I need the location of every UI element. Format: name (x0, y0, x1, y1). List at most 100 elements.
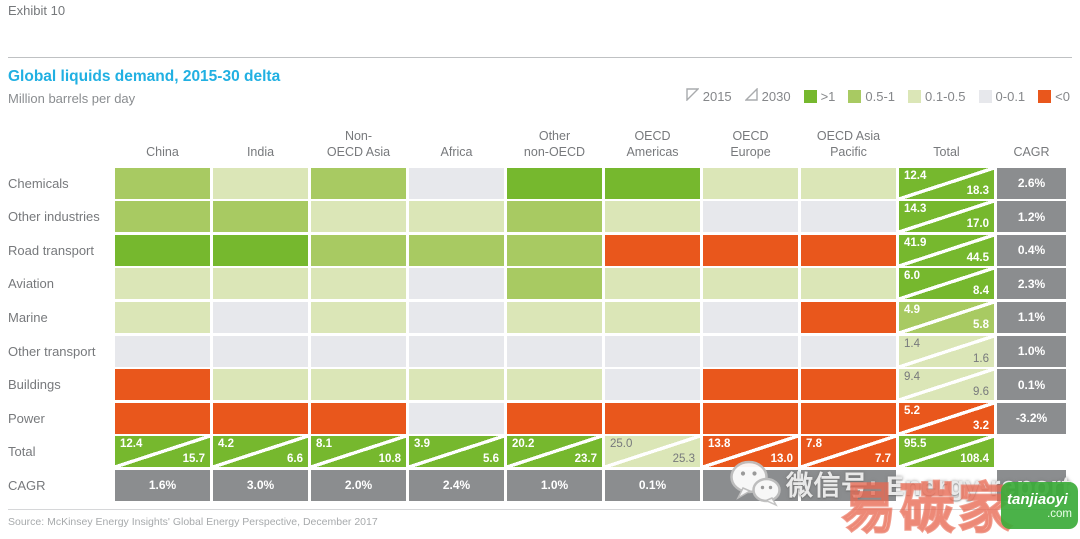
heatmap-cell (801, 369, 896, 401)
heatmap-grid: China India Non- OECD Asia Africa Other non-… (8, 122, 1066, 501)
heatmap-cell (213, 335, 308, 367)
bottom-divider (8, 509, 1072, 510)
column-cagr-cell: 1.6% (115, 469, 210, 501)
value-2015: 14.3 (904, 203, 927, 216)
empty-cell (997, 436, 1066, 467)
value-2015: 9.4 (904, 371, 920, 384)
heatmap-cell (213, 201, 308, 233)
legend-color-chip (978, 89, 992, 103)
legend-color-chip (803, 89, 817, 103)
heatmap-cell (507, 268, 602, 300)
legend-item: 2030 (743, 87, 791, 104)
value-2030: 9.6 (973, 386, 989, 399)
column-total-cell: 95.5 108.4 (899, 436, 994, 468)
exhibit-label: Exhibit 10 (8, 3, 66, 18)
header-spacer (8, 122, 112, 165)
value-2030: 7.7 (875, 453, 891, 466)
value-2030: 13.0 (770, 453, 793, 466)
heatmap-cell (605, 402, 700, 434)
column-total-cell: 12.4 15.7 (115, 436, 210, 468)
heatmap-cell (703, 167, 798, 199)
legend-item-label: 0-0.1 (995, 88, 1026, 104)
value-2015: 4.9 (904, 303, 920, 316)
heatmap-cell (703, 301, 798, 333)
chart-subtitle: Million barrels per day (8, 91, 136, 106)
legend-item: 2015 (686, 88, 732, 104)
heatmap-cell (507, 301, 602, 333)
column-header: OECD Americas (626, 128, 679, 159)
row-label: Marine (8, 309, 48, 325)
column-cagr-cell: 2.4% (409, 469, 504, 501)
row-total-cell: 41.9 44.5 (899, 234, 994, 266)
heatmap-cell (801, 335, 896, 367)
heatmap-cell (115, 234, 210, 266)
heatmap-cell (605, 201, 700, 233)
heatmap-cell (605, 301, 700, 333)
column-header: China (146, 144, 179, 159)
column-total-cell: 20.2 23.7 (507, 436, 602, 468)
heatmap-cell (213, 369, 308, 401)
site-badge: tanjiaoyi .com (1001, 482, 1078, 529)
column-header: Total (933, 144, 960, 159)
heatmap-cell (115, 369, 210, 401)
row-total-cell: 14.3 17.0 (899, 201, 994, 233)
value-2030: 5.8 (973, 318, 989, 331)
column-cagr-cell: 2.0% (311, 469, 406, 501)
wechat-icon (728, 458, 782, 513)
heatmap-cell (703, 402, 798, 434)
value-2015: 13.8 (708, 438, 731, 451)
legend-item-label: >1 (820, 88, 836, 104)
row-total-cell: 6.0 8.4 (899, 268, 994, 300)
column-cagr-cell: 0.1% (605, 469, 700, 501)
value-2030: 15.7 (182, 453, 205, 466)
triangle-upper-left-icon (686, 88, 700, 104)
value-2015: 41.9 (904, 236, 927, 249)
heatmap-cell (115, 167, 210, 199)
column-total-cell: 3.9 5.6 (409, 436, 504, 468)
value-2015: 7.8 (806, 438, 822, 451)
heatmap-cell (213, 268, 308, 300)
heatmap-cell (605, 268, 700, 300)
legend-color-chip (908, 89, 922, 103)
column-total-cell: 25.0 25.3 (605, 436, 700, 468)
stamp-watermark-text: 易碳家 (841, 479, 1016, 539)
row-label: CAGR (8, 477, 46, 493)
heatmap-cell (409, 167, 504, 199)
legend-item: >1 (803, 88, 836, 104)
column-cagr-cell: 1.0% (507, 469, 602, 501)
heatmap-cell (311, 335, 406, 367)
heatmap-cell (507, 167, 602, 199)
heatmap-cell (801, 234, 896, 266)
row-label: Other transport (8, 343, 96, 359)
column-header: OECD Europe (730, 128, 771, 159)
heatmap-cell (703, 369, 798, 401)
legend-item: 0.1-0.5 (908, 89, 966, 104)
heatmap-cell (311, 369, 406, 401)
row-cagr-cell: 2.3% (997, 268, 1066, 300)
site-badge-title: tanjiaoyi (1007, 491, 1068, 508)
heatmap-cell (801, 402, 896, 434)
heatmap-cell (115, 335, 210, 367)
row-cagr-cell: -3.2% (997, 402, 1066, 434)
value-2030: 3.2 (973, 419, 989, 432)
legend-item-label: 0.5-1 (865, 88, 896, 104)
column-header: CAGR (1013, 144, 1050, 159)
column-header: Africa (440, 144, 473, 159)
value-2015: 12.4 (120, 438, 143, 451)
value-2015: 25.0 (610, 438, 633, 451)
heatmap-cell (605, 369, 700, 401)
value-2015: 4.2 (218, 438, 234, 451)
heatmap-cell (409, 201, 504, 233)
heatmap-cell (605, 335, 700, 367)
value-2015: 6.0 (904, 270, 920, 283)
value-2030: 17.0 (966, 218, 989, 231)
row-label: Aviation (8, 276, 55, 292)
value-2030: 23.7 (574, 453, 597, 466)
value-2015: 3.9 (414, 438, 430, 451)
chart-title: Global liquids demand, 2015-30 delta (8, 68, 281, 85)
legend-item-label: <0 (1055, 88, 1070, 104)
legend: 2015 2030 >1 0.5-1 0.1-0.5 0-0.1 <0 (686, 87, 1070, 104)
row-total-cell: 1.4 1.6 (899, 335, 994, 367)
heatmap-cell (801, 201, 896, 233)
